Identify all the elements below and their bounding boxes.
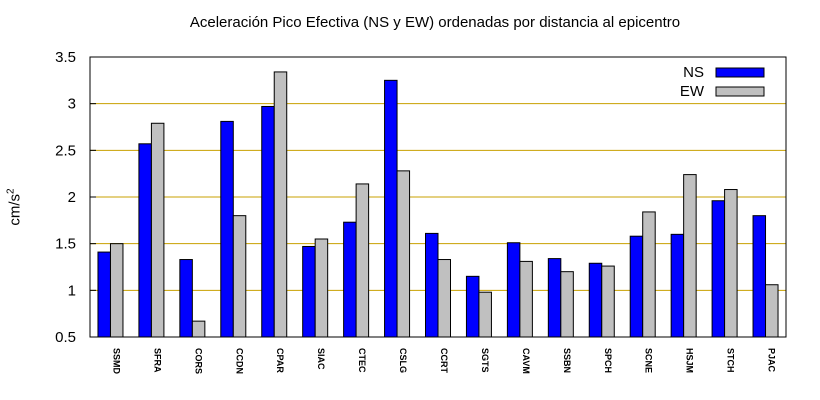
- y-tick-label: 1: [68, 282, 76, 299]
- bar-ns-ctec: [343, 221, 357, 338]
- x-tick-label: SPCH: [603, 348, 613, 373]
- bar-ns-sfra: [138, 143, 152, 338]
- x-tick-label: SSBN: [562, 348, 572, 373]
- x-tick-label: CCRT: [439, 348, 449, 373]
- bar-ew-pjac: [765, 284, 779, 338]
- x-tick-label: SCNE: [644, 348, 654, 373]
- x-tick-label: CSLG: [398, 348, 408, 373]
- x-tick-label: CCDN: [234, 348, 244, 374]
- bar-ew-ssmd: [109, 243, 124, 338]
- legend-label-ew: EW: [680, 83, 705, 100]
- bar-ns-cavm: [506, 242, 521, 338]
- bar-ns-pjac: [752, 215, 767, 338]
- x-tick-label: CTEC: [357, 348, 367, 373]
- bar-ew-cavm: [519, 260, 533, 338]
- x-tick-label: STCH: [726, 348, 736, 373]
- bar-ns-ssbn: [547, 258, 562, 338]
- bar-ns-ssmd: [97, 251, 111, 338]
- x-tick-label: CAVM: [521, 348, 531, 374]
- bar-ns-scne: [629, 235, 644, 338]
- bar-ew-ccdn: [232, 215, 247, 338]
- bar-ew-ctec: [355, 183, 370, 338]
- legend-swatch-ew: [715, 86, 765, 97]
- bar-ew-siac: [314, 238, 329, 338]
- bar-ew-cors: [191, 320, 206, 338]
- x-tick-label: SSMD: [111, 348, 121, 375]
- bar-ns-ccdn: [220, 120, 234, 338]
- bar-ns-siac: [302, 245, 316, 338]
- bar-ew-ssbn: [560, 271, 574, 338]
- legend-label-ns: NS: [683, 64, 704, 81]
- bar-ns-cslg: [384, 79, 398, 338]
- y-tick-label: 2: [68, 189, 76, 206]
- x-tick-label: CPAR: [275, 348, 285, 373]
- bar-ns-cpar: [261, 105, 275, 338]
- bar-ew-sgts: [478, 291, 492, 338]
- x-tick-label: PJAC: [767, 348, 777, 373]
- bar-ns-cors: [179, 259, 193, 338]
- bar-ns-stch: [711, 200, 726, 338]
- y-tick-label: 0.5: [55, 329, 76, 346]
- plot-frame: [89, 56, 787, 338]
- x-tick-label: HSJM: [685, 348, 695, 373]
- bar-ns-hsjm: [670, 233, 685, 338]
- bar-ew-cslg: [396, 170, 411, 338]
- x-tick-label: SGTS: [480, 348, 490, 373]
- bar-ns-ccrt: [425, 232, 439, 338]
- y-tick-label: 2.5: [55, 142, 76, 159]
- y-tick-label: 1.5: [55, 236, 76, 253]
- bar-ew-scne: [642, 211, 656, 338]
- y-tick-label: 3: [68, 96, 76, 113]
- legend-swatch-ns: [715, 67, 765, 78]
- bar-ns-spch: [588, 262, 603, 338]
- x-tick-label: SIAC: [316, 348, 326, 370]
- bar-ew-sfra: [150, 122, 165, 338]
- x-tick-label: CORS: [193, 348, 203, 374]
- bar-ew-ccrt: [437, 259, 451, 338]
- bar-ew-spch: [601, 265, 615, 338]
- x-tick-label: SFRA: [152, 348, 162, 373]
- y-tick-label: 3.5: [55, 49, 76, 66]
- bar-ew-cpar: [273, 71, 288, 338]
- bar-ew-stch: [724, 189, 738, 338]
- bar-ew-hsjm: [683, 174, 697, 338]
- bar-ns-sgts: [465, 275, 480, 338]
- chart-title: Aceleración Pico Efectiva (NS y EW) orde…: [189, 14, 681, 31]
